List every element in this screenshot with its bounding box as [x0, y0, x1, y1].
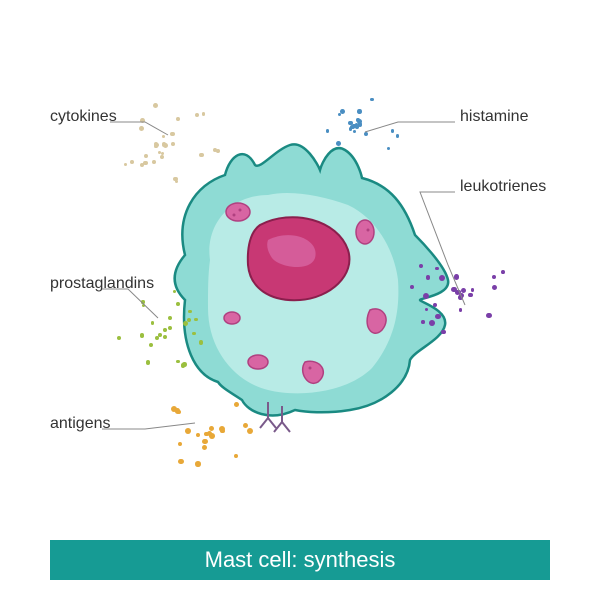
antigens-particle — [196, 433, 200, 437]
prostaglandins-particle — [117, 336, 121, 340]
antigens-particle — [202, 439, 208, 445]
prostaglandins-particle — [163, 335, 167, 339]
leukotrienes-particle — [429, 320, 435, 326]
histamine-particle — [326, 129, 330, 133]
granule — [248, 355, 268, 369]
granule — [356, 220, 374, 244]
cytokines-particle — [154, 144, 157, 147]
granule-dot — [233, 214, 236, 217]
label-cytokines: cytokines — [50, 108, 117, 126]
granule — [367, 309, 386, 333]
label-antigens: antigens — [50, 415, 111, 433]
cytokines-particle — [171, 142, 175, 146]
prostaglandins-particle — [181, 363, 185, 367]
leukotrienes-particle — [439, 275, 445, 281]
histamine-particle — [350, 125, 354, 129]
antigens-particle — [234, 402, 239, 407]
antigens-particle — [209, 433, 215, 439]
antigens-particle — [234, 454, 238, 458]
label-text: histamine — [460, 108, 528, 125]
prostaglandins-particle — [176, 302, 180, 306]
label-text: cytokines — [50, 108, 117, 125]
antigens-particle — [178, 459, 183, 464]
prostaglandins-particle — [192, 332, 195, 335]
label-text: leukotrienes — [460, 178, 546, 195]
antigens-particle — [202, 445, 207, 450]
prostaglandins-particle — [194, 318, 197, 321]
histamine-particle — [370, 98, 373, 101]
prostaglandins-particle — [168, 326, 172, 330]
granule-dot — [367, 229, 370, 232]
label-text: antigens — [50, 415, 111, 432]
label-text: prostaglandins — [50, 275, 154, 292]
antigens-particle — [243, 423, 248, 428]
label-leukotrienes: leukotrienes — [460, 178, 546, 196]
prostaglandins-particle — [173, 290, 176, 293]
granule-dot — [309, 367, 312, 370]
cytokines-particle — [139, 126, 144, 131]
cytokines-particle — [162, 142, 166, 146]
prostaglandins-particle — [146, 360, 150, 364]
leukotrienes-particle — [454, 274, 459, 279]
diagram-canvas: cytokines histamine leukotrienes prostag… — [0, 0, 600, 600]
histamine-particle — [357, 109, 361, 113]
cytokines-particle — [153, 103, 158, 108]
antigens-particle — [195, 461, 200, 466]
histamine-particle — [391, 129, 395, 133]
histamine-particle — [356, 118, 360, 122]
leukotrienes-particle — [455, 290, 460, 295]
histamine-particle — [340, 109, 345, 114]
title-bar: Mast cell: synthesis — [50, 540, 550, 580]
cytokines-particle — [130, 160, 134, 164]
granule-dot — [239, 209, 242, 212]
leukotrienes-particle — [421, 320, 425, 324]
prostaglandins-particle — [163, 328, 167, 332]
leukotrienes-particle — [459, 308, 462, 311]
leukotrienes-particle — [492, 285, 498, 291]
antigens-particle — [171, 406, 177, 412]
cytokines-particle — [176, 117, 180, 121]
label-histamine: histamine — [460, 108, 528, 126]
leukotrienes-particle — [410, 285, 414, 289]
cytokines-particle — [199, 153, 204, 158]
cytokines-particle — [152, 160, 156, 164]
histamine-particle — [396, 134, 399, 137]
leukotrienes-particle — [486, 313, 492, 319]
prostaglandins-particle — [151, 321, 154, 324]
leukotrienes-particle — [501, 270, 505, 274]
prostaglandins-particle — [176, 360, 180, 364]
prostaglandins-particle — [199, 340, 203, 344]
granule — [226, 203, 250, 221]
granule — [224, 312, 240, 324]
cytokines-particle — [160, 155, 164, 159]
mast-cell — [0, 0, 600, 600]
granule — [303, 361, 324, 383]
histamine-particle — [387, 147, 390, 150]
label-prostaglandins: prostaglandins — [50, 275, 154, 293]
leukotrienes-particle — [426, 275, 430, 279]
prostaglandins-particle — [168, 316, 172, 320]
title-text: Mast cell: synthesis — [205, 547, 396, 573]
